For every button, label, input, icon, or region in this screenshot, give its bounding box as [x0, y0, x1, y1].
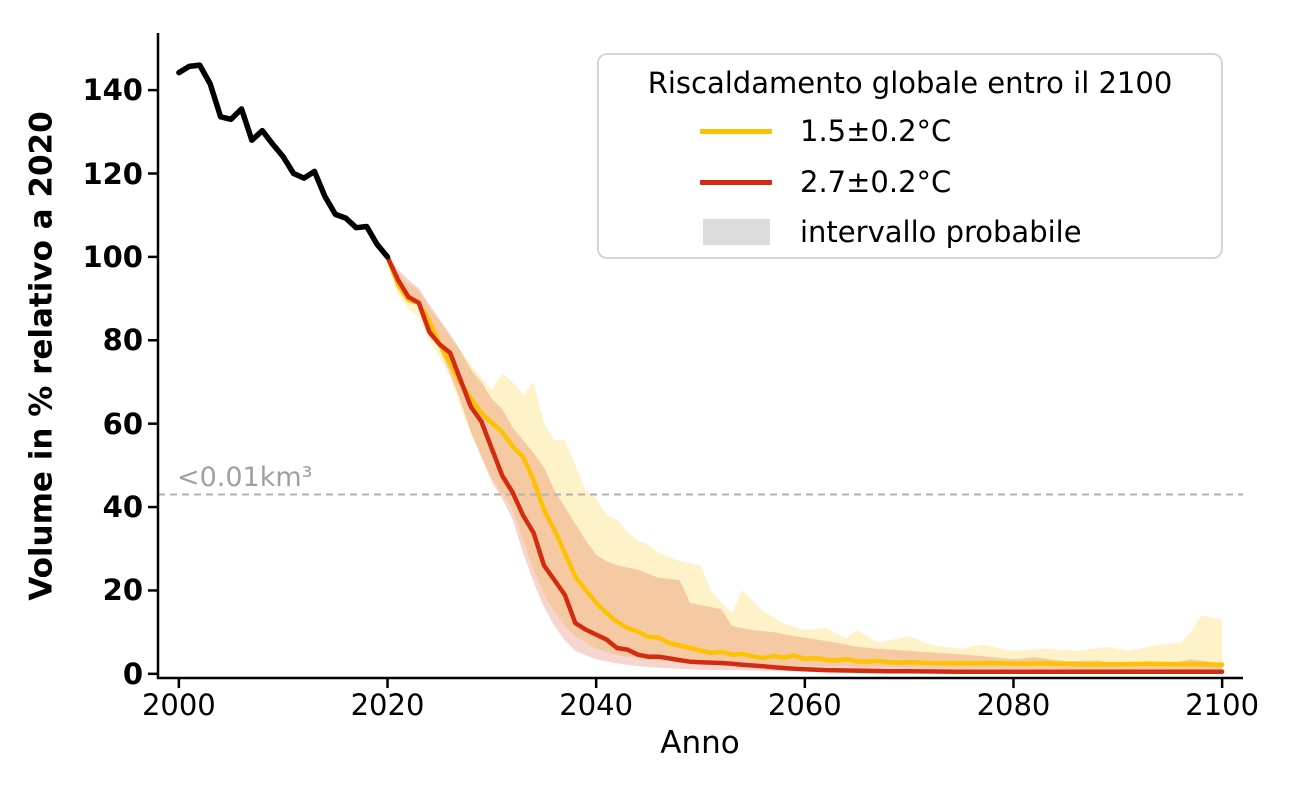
y-tick-label-80: 80 [102, 323, 143, 358]
y-tick-label-0: 0 [122, 656, 143, 691]
x-tick-label-2060: 2060 [767, 688, 842, 722]
axes-spines [156, 33, 1243, 680]
x-tick-label-2100: 2100 [1185, 688, 1260, 722]
line-1-5C [385, 254, 1225, 667]
legend-label-1-5C: 1.5±0.2°C [800, 114, 952, 148]
y-axis-label: Volume in % relativo a 2020 [23, 111, 60, 601]
y-tick-label-100: 100 [82, 239, 143, 274]
x-tick-label-2020: 2020 [350, 688, 425, 722]
legend-item-likely-range: intervallo probabile [700, 214, 1082, 250]
x-tick-label-2000: 2000 [141, 688, 216, 722]
x-axis-label: Anno [660, 725, 740, 761]
threshold-label: <0.01km³ [177, 462, 313, 493]
band-1-5C [387, 256, 1223, 670]
x-tick-label-2040: 2040 [559, 688, 634, 722]
y-tick-label-120: 120 [82, 156, 143, 191]
legend-title: Riscaldamento globale entro il 2100 [647, 66, 1173, 100]
y-tick-label-140: 140 [82, 72, 143, 107]
y-tick-label-20: 20 [102, 573, 143, 608]
legend-item-2-7C: 2.7±0.2°C [700, 164, 951, 200]
band-2-7C [387, 256, 1223, 674]
legend-line-swatch-2-7C [700, 179, 772, 185]
y-tick-label-40: 40 [102, 489, 143, 524]
historical-line [176, 62, 391, 260]
legend: Riscaldamento globale entro il 2100 1.5±… [597, 53, 1223, 259]
line-2-7C [385, 254, 1225, 674]
legend-item-1-5C: 1.5±0.2°C [700, 113, 951, 149]
legend-label-likely-range: intervallo probabile [800, 215, 1082, 249]
legend-patch-swatch-likely-range [703, 219, 770, 245]
y-tick-label-60: 60 [102, 406, 143, 441]
legend-line-swatch-1-5C [700, 128, 772, 134]
legend-label-2-7C: 2.7±0.2°C [800, 165, 952, 199]
x-tick-label-2080: 2080 [976, 688, 1051, 722]
